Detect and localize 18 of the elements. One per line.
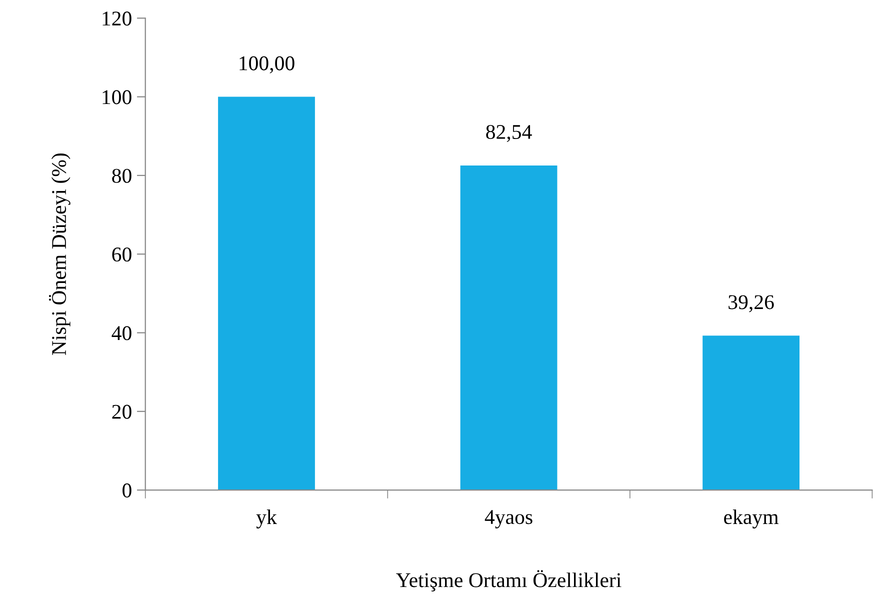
- y-tick-label: 80: [112, 168, 132, 183]
- bar: [218, 96, 315, 490]
- y-tick-label: 60: [112, 247, 132, 262]
- x-tick-label: yk: [256, 509, 277, 528]
- bar: [460, 165, 558, 490]
- y-tick-label: 40: [112, 326, 132, 340]
- x-tick-label: 4yaos: [484, 510, 532, 528]
- y-tick-label: 100: [102, 90, 132, 104]
- y-tick-label: 20: [112, 404, 132, 419]
- x-tick-label: ekaym: [724, 509, 778, 528]
- y-axis-title: Nispi Önem Düzeyi (%): [48, 153, 70, 356]
- data-label: 82,54: [486, 124, 532, 142]
- x-axis-title: Yetişme Ortamı Özellikleri: [396, 570, 622, 592]
- data-label: 39,26: [728, 295, 774, 312]
- y-tick-label: 0: [122, 483, 132, 498]
- y-tick-label: 120: [102, 12, 132, 26]
- data-label: 100,00: [240, 56, 294, 74]
- bar: [702, 336, 800, 490]
